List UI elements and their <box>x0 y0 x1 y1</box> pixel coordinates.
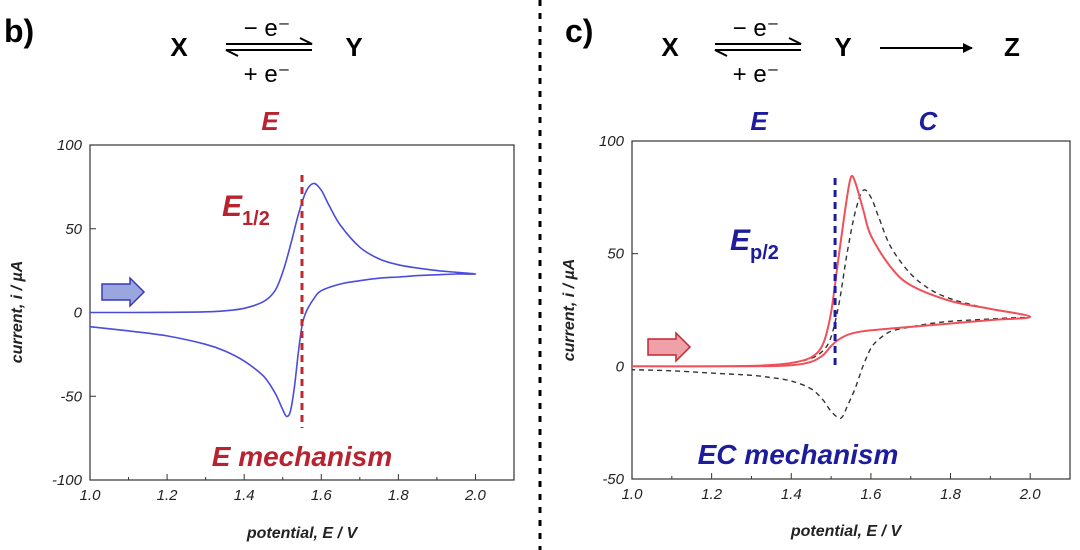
x-tick-label: 1.0 <box>622 486 644 503</box>
x-tick-label: 1.6 <box>311 487 333 504</box>
panel-c-step-c: C <box>919 106 939 136</box>
scheme-c-backward-label: + e⁻ <box>733 61 780 88</box>
plot-c-y-tick-labels: 100 50 0 -50 <box>599 133 625 488</box>
plot-c-mechanism-label: EC mechanism <box>698 439 899 470</box>
scheme-b-forward-label: − e⁻ <box>244 15 291 42</box>
x-tick-label: 1.0 <box>80 487 102 504</box>
plot-c-reference-curve <box>631 189 1031 420</box>
x-tick-label: 2.0 <box>464 487 487 504</box>
panel-b-scheme: X − e⁻ + e⁻ Y <box>170 15 362 88</box>
y-tick-label: 50 <box>65 221 82 238</box>
plot-c-ep-half-label: Ep/2 <box>730 224 779 264</box>
panel-c-step-e: E <box>750 106 768 136</box>
x-tick-label: 1.4 <box>781 486 802 503</box>
x-tick-label: 1.2 <box>701 486 723 503</box>
scheme-b-backward-arrow <box>225 49 312 57</box>
scheme-c-backward-arrow <box>714 49 801 57</box>
panel-b-step-e: E <box>261 106 279 136</box>
x-tick-label: 2.0 <box>1019 486 1042 503</box>
panel-c-label: c) <box>565 13 593 49</box>
scheme-c-forward-label: − e⁻ <box>733 15 780 42</box>
panel-c-scheme: X − e⁻ + e⁻ Y Z <box>661 15 1020 88</box>
y-tick-label: -100 <box>52 472 83 489</box>
plot-b-x-axis-label: potential, E / V <box>246 525 359 542</box>
plot-c-y-axis-label: current, i / µA <box>561 259 578 362</box>
plot-b-e-half-label: E1/2 <box>222 190 270 230</box>
plot-c-frame <box>631 140 1071 480</box>
x-tick-label: 1.8 <box>940 486 962 503</box>
plot-b-mechanism-label: E mechanism <box>212 441 393 472</box>
y-tick-label: -50 <box>60 388 82 405</box>
plot-b-scan-direction-arrow <box>101 276 146 308</box>
panel-b-label: b) <box>4 13 34 49</box>
plot-b-x-tick-labels: 1.0 1.2 1.4 1.6 1.8 2.0 <box>80 487 487 504</box>
x-tick-label: 1.6 <box>860 486 882 503</box>
plot-c-ticks <box>631 140 1031 480</box>
plot-c-x-tick-labels: 1.0 1.2 1.4 1.6 1.8 2.0 <box>622 486 1042 503</box>
x-tick-label: 1.4 <box>234 487 255 504</box>
y-tick-label: -50 <box>602 471 624 488</box>
x-tick-label: 1.8 <box>388 487 410 504</box>
x-tick-label: 1.2 <box>157 487 179 504</box>
y-tick-label: 0 <box>616 358 625 375</box>
plot-b-y-axis-label: current, i / µA <box>9 261 26 364</box>
scheme-b-product: Y <box>345 32 362 62</box>
plot-b-y-tick-labels: 100 50 0 -50 -100 <box>52 137 83 489</box>
scheme-b-forward-arrow <box>226 37 313 45</box>
scheme-c-forward-arrow <box>715 37 802 45</box>
scheme-c-product: Y <box>834 32 851 62</box>
y-tick-label: 100 <box>57 137 83 154</box>
y-tick-label: 50 <box>607 246 624 263</box>
scheme-b-backward-label: + e⁻ <box>244 61 291 88</box>
y-tick-label: 0 <box>74 305 83 322</box>
scheme-b-reactant: X <box>170 32 188 62</box>
plot-b-cv-curve <box>89 182 477 418</box>
plot-c-x-axis-label: potential, E / V <box>790 523 903 540</box>
plot-c-cv-curve <box>631 174 1032 368</box>
plot-c-scan-direction-arrow <box>647 331 692 363</box>
scheme-c-reactant: X <box>661 32 679 62</box>
y-tick-label: 100 <box>599 133 625 150</box>
scheme-c-product2: Z <box>1004 32 1020 62</box>
